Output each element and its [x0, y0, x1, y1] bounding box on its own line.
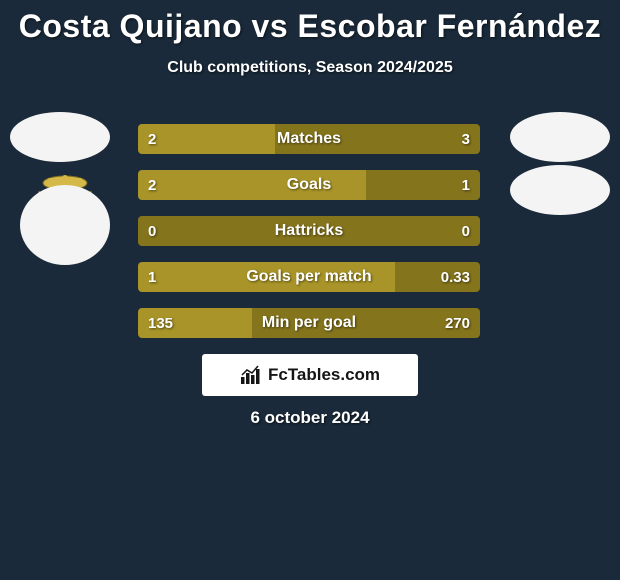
stat-left-fill	[138, 262, 395, 292]
brand-text: FcTables.com	[268, 365, 380, 385]
stat-right-fill	[395, 262, 481, 292]
stat-row: 21Goals	[138, 170, 480, 200]
stat-right-fill	[275, 124, 480, 154]
comparison-bars: 23Matches 21Goals 00Hattricks 10.33Goals pe…	[138, 124, 480, 354]
stat-right-fill	[252, 308, 480, 338]
club-left-crest	[20, 175, 110, 265]
stat-row: 135270Min per goal	[138, 308, 480, 338]
stat-row: 00Hattricks	[138, 216, 480, 246]
brand-logo: FcTables.com	[202, 354, 418, 396]
player-right-avatar	[510, 112, 610, 162]
stat-left-fill	[138, 124, 275, 154]
club-right-crest	[510, 165, 610, 215]
subtitle: Club competitions, Season 2024/2025	[0, 59, 620, 77]
stat-left-fill	[138, 170, 366, 200]
stat-row: 23Matches	[138, 124, 480, 154]
stat-row: 10.33Goals per match	[138, 262, 480, 292]
bar-chart-icon	[240, 365, 262, 385]
stat-right-fill	[366, 170, 480, 200]
player-left-avatar	[10, 112, 110, 162]
page-title: Costa Quijano vs Escobar Fernández	[0, 0, 620, 45]
date-text: 6 october 2024	[0, 408, 620, 428]
stat-right-fill	[138, 216, 480, 246]
stat-left-fill	[138, 308, 252, 338]
